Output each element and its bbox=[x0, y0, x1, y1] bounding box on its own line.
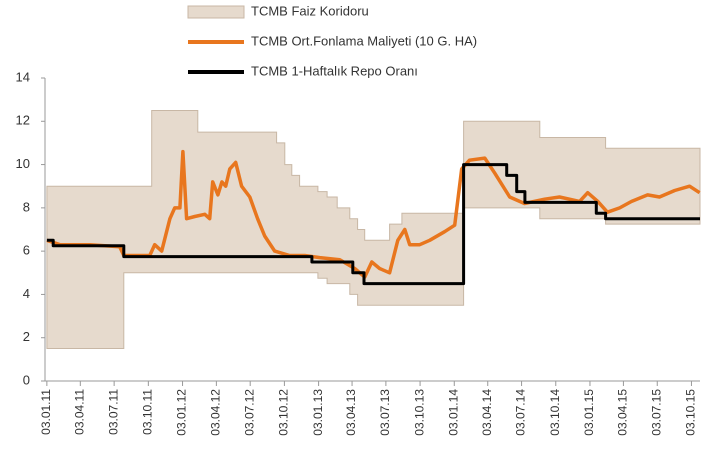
x-tick-label: 03.10.15 bbox=[684, 389, 698, 436]
y-tick-label: 10 bbox=[16, 156, 30, 171]
x-tick-label: 03.04.12 bbox=[209, 389, 223, 436]
x-tick-label: 03.01.15 bbox=[582, 389, 596, 436]
y-tick-label: 12 bbox=[16, 113, 30, 128]
legend-swatch bbox=[187, 5, 245, 19]
x-tick-label: 03.04.13 bbox=[344, 389, 358, 436]
y-tick-label: 2 bbox=[23, 329, 30, 344]
x-tick-label: 03.07.13 bbox=[378, 389, 392, 436]
x-tick-label: 03.07.15 bbox=[649, 389, 663, 436]
x-tick-label: 03.01.13 bbox=[311, 389, 325, 436]
y-tick-label: 14 bbox=[16, 69, 30, 84]
y-tick-label: 0 bbox=[23, 372, 30, 387]
x-tick-label: 03.07.14 bbox=[514, 389, 528, 436]
legend-label: TCMB 1-Haftalık Repo Oranı bbox=[251, 63, 418, 78]
x-tick-label: 03.04.11 bbox=[72, 389, 86, 435]
x-tick-label: 03.01.14 bbox=[446, 389, 460, 436]
series-line bbox=[46, 163, 700, 286]
x-tick-label: 03.01.12 bbox=[175, 389, 189, 436]
legend-label: TCMB Ort.Fonlama Maliyeti (10 G. HA) bbox=[251, 33, 477, 48]
x-tick-label: 03.10.13 bbox=[412, 389, 426, 436]
corridor-band bbox=[46, 110, 701, 349]
x-tick-label: 03.04.15 bbox=[616, 389, 630, 436]
x-tick-label: 03.04.14 bbox=[480, 389, 494, 436]
x-tick-label: 03.01.11 bbox=[39, 389, 53, 435]
x-tick-label: 03.07.11 bbox=[106, 389, 120, 435]
x-tick-label: 03.07.12 bbox=[242, 389, 256, 436]
series-line bbox=[46, 149, 701, 279]
y-tick-label: 8 bbox=[23, 199, 30, 214]
y-tick-label: 4 bbox=[23, 286, 30, 301]
x-tick-label: 03.10.11 bbox=[141, 389, 155, 435]
x-tick-label: 03.10.14 bbox=[548, 389, 562, 436]
legend-label: TCMB Faiz Koridoru bbox=[251, 3, 369, 18]
y-tick-label: 6 bbox=[23, 243, 30, 258]
x-tick-label: 03.10.12 bbox=[277, 389, 291, 436]
